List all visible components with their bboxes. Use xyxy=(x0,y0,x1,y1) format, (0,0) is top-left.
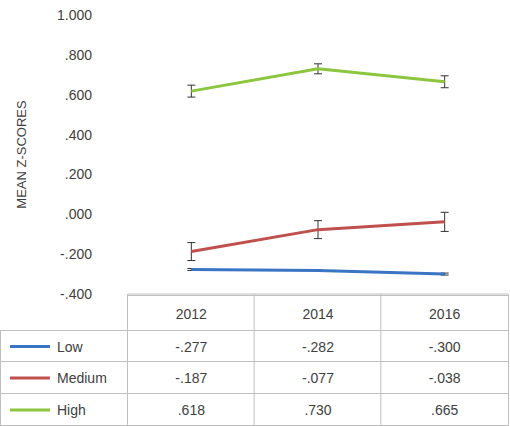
table-value: -.300 xyxy=(429,339,461,355)
y-tick-label: .600 xyxy=(65,87,92,103)
x-tick-label: 2012 xyxy=(176,306,207,322)
error-bar-cap xyxy=(187,242,195,243)
y-tick xyxy=(96,15,100,16)
table-value: -.187 xyxy=(175,370,207,386)
y-axis-label: MEAN Z-SCORES xyxy=(14,100,29,209)
y-tick xyxy=(96,254,100,255)
table-row-line xyxy=(128,295,509,296)
series-line xyxy=(191,269,444,274)
legend-label: Medium xyxy=(57,370,107,386)
error-bar-cap xyxy=(441,231,449,232)
y-tick-label: -.200 xyxy=(60,246,92,262)
table-col-line xyxy=(380,294,381,426)
y-tick xyxy=(96,94,100,95)
y-tick-label: .400 xyxy=(65,127,92,143)
series-line xyxy=(191,222,444,252)
chart: MEAN Z-SCORES -.400 -.200 .000 .200 .400 .600.… xyxy=(0,0,510,426)
error-bar-cap xyxy=(441,87,449,88)
legend-key xyxy=(10,377,50,380)
x-tick-label: 2014 xyxy=(302,306,333,322)
y-tick-label: .000 xyxy=(65,206,92,222)
error-bar-cap xyxy=(187,85,195,86)
x-tick-label: 2016 xyxy=(429,306,460,322)
legend-label: Low xyxy=(57,339,84,355)
series-line xyxy=(191,69,444,91)
y-tick-label: -.400 xyxy=(60,286,92,302)
error-bar-cap xyxy=(441,212,449,213)
y-tick xyxy=(96,214,100,215)
y-tick xyxy=(96,134,100,135)
error-bar-cap xyxy=(441,75,449,76)
y-tick-label: 1.000 xyxy=(57,7,92,23)
table-col-line xyxy=(508,294,509,426)
table-col-line xyxy=(127,294,128,426)
error-bar-cap xyxy=(314,63,322,64)
y-tick xyxy=(96,294,100,295)
y-tick xyxy=(96,174,100,175)
error-bar-cap xyxy=(187,260,195,261)
error-bar-cap xyxy=(314,220,322,221)
plot-area xyxy=(187,64,448,275)
error-bar-cap xyxy=(187,97,195,98)
error-bar-cap xyxy=(314,238,322,239)
table-value: .730 xyxy=(304,402,331,418)
error-bar-cap xyxy=(314,73,322,74)
legend-key xyxy=(10,345,50,348)
y-tick xyxy=(96,54,100,55)
y-tick-label: .200 xyxy=(65,166,92,182)
table-value: -.282 xyxy=(302,339,334,355)
table-value: -.077 xyxy=(302,370,334,386)
table-value: .665 xyxy=(431,402,458,418)
table-value: -.277 xyxy=(175,339,207,355)
legend-key xyxy=(10,409,50,412)
table-value: .618 xyxy=(178,402,205,418)
x-axis-line xyxy=(128,294,508,295)
table-col-line xyxy=(0,331,1,426)
table-col-line xyxy=(254,294,255,426)
y-tick-label: .800 xyxy=(65,47,92,63)
legend-label: High xyxy=(57,402,86,418)
table-value: -.038 xyxy=(429,370,461,386)
